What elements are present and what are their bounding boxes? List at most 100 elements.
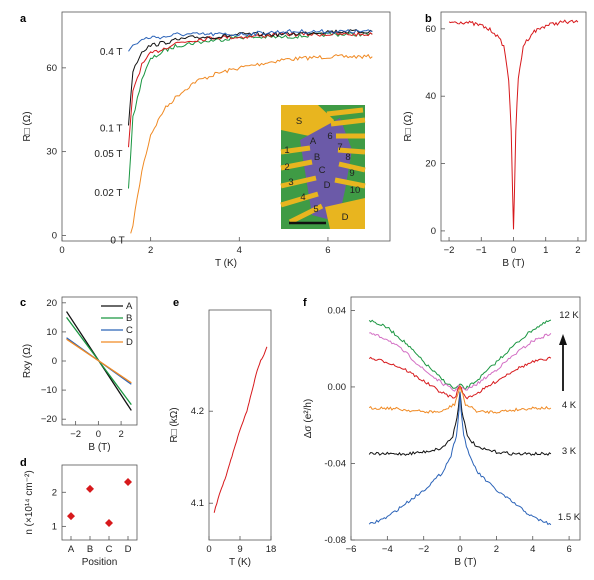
inset-label: D: [324, 180, 331, 191]
inset-label: D: [342, 212, 349, 223]
inset-label: C: [319, 165, 326, 176]
inset-electrode: [280, 191, 319, 208]
panel-c-legend-label: A: [126, 301, 133, 312]
inset-electrode: [326, 107, 364, 117]
inset-label: 6: [327, 131, 332, 142]
panel-e-xtick-label: 9: [237, 544, 242, 555]
panel-f-xtick-label: −4: [382, 544, 393, 555]
inset-electrode: [280, 145, 311, 155]
panel-b-letter: b: [425, 13, 432, 25]
panel-f-temp-label: 12 K: [559, 310, 579, 321]
panel-f-temp-label: 3 K: [562, 446, 577, 457]
panel-e-xlabel: T (K): [229, 557, 251, 568]
panel-b-xlabel: B (T): [502, 258, 524, 269]
panel-b-ytick-label: 40: [425, 91, 436, 102]
panel-e-series-rt: [213, 346, 268, 513]
panel-b-ylabel: R□ (Ω): [403, 111, 414, 141]
inset-label: 1: [284, 145, 289, 156]
panel-f-xtick-label: 6: [566, 544, 571, 555]
panel-a-xtick-label: 4: [237, 245, 242, 256]
inset-label: A: [310, 136, 317, 147]
panel-b-ytick-label: 0: [431, 226, 436, 237]
panel-f-xtick-label: 4: [530, 544, 535, 555]
panel-e-ytick-label: 4.2: [191, 406, 204, 417]
panel-f-ytick-label: 0.00: [328, 382, 347, 393]
inset-label: B: [314, 152, 320, 163]
panel-f-xtick-label: −6: [346, 544, 357, 555]
panel-c-legend-label: B: [126, 313, 132, 324]
panel-a-series-label: 0 T: [110, 235, 124, 246]
panel-f-xtick-label: 0: [457, 544, 462, 555]
inset-electrode: [280, 159, 313, 171]
inset-label: 7: [337, 142, 342, 153]
panel-b-xtick-label: −2: [444, 245, 455, 256]
panel-e-xtick-label: 18: [266, 544, 277, 555]
panel-d-marker: [67, 512, 75, 521]
panel-a-letter: a: [20, 13, 27, 25]
panel-f-temp-label: 1.5 K: [558, 512, 581, 523]
panel-c-legend-label: D: [126, 337, 133, 348]
panel-a-xtick-label: 0: [59, 245, 64, 256]
panel-f-series-5: [368, 392, 552, 526]
inset-electrode: [288, 203, 324, 225]
inset-label: 4: [300, 192, 305, 203]
inset-contact-d: [325, 198, 365, 229]
panel-d-xtick-label: B: [87, 544, 93, 555]
panel-b-series-mr: [448, 19, 579, 230]
panel-a-series-label: 0.1 T: [100, 124, 123, 135]
panel-d-xlabel: Position: [82, 557, 118, 568]
panel-d-letter: d: [20, 457, 27, 469]
panel-a-series-0_4T: [128, 28, 373, 52]
panel-f-arrow-head: [559, 334, 567, 345]
panel-a-xtick-label: 6: [325, 245, 330, 256]
panel-f-series-4: [368, 391, 552, 456]
panel-d-ylabel: n (×10¹⁴ cm⁻²): [24, 470, 35, 534]
panel-d-marker: [105, 518, 113, 527]
inset-label: 3: [288, 177, 293, 188]
panel-c-ytick-label: −20: [41, 414, 57, 425]
panel-a-ylabel: R□ (Ω): [22, 111, 33, 141]
panel-e-ylabel: R□ (kΩ): [169, 407, 180, 442]
panel-a-ytick-label: 60: [46, 63, 57, 74]
panel-b-ytick-label: 60: [425, 24, 436, 35]
inset-electrode: [330, 117, 366, 127]
panel-f-series-3: [368, 385, 552, 415]
inset-label: S: [296, 116, 302, 127]
panel-a-ytick-label: 30: [46, 147, 57, 158]
panel-b-xtick-label: 1: [543, 245, 548, 256]
panel-c-xlabel: B (T): [88, 442, 110, 453]
panel-a-series-0_1T: [128, 29, 373, 126]
panel-e-frame: [208, 309, 272, 541]
panel-f-frame: [350, 296, 581, 541]
inset-label: 5: [313, 204, 318, 215]
panel-f-series-0: [368, 319, 552, 391]
panel-c-xtick-label: 2: [118, 429, 123, 440]
panel-c-letter: c: [20, 297, 26, 309]
panel-f-xtick-label: 2: [494, 544, 499, 555]
panel-d-ytick-label: 1: [52, 521, 57, 532]
panel-d-frame: [61, 464, 138, 541]
panel-c-series-D: [66, 338, 132, 384]
panel-d-marker: [86, 484, 94, 493]
panel-c-xtick-label: −2: [70, 429, 81, 440]
inset-label: 10: [350, 185, 361, 196]
panel-f-temp-label: 4 K: [562, 400, 577, 411]
panel-c-ytick-label: −10: [41, 385, 57, 396]
panel-a-series-0T: [130, 53, 373, 234]
panel-b-xtick-label: −1: [476, 245, 487, 256]
panel-c-ytick-label: 0: [52, 356, 57, 367]
panel-a-ytick-label: 0: [52, 230, 57, 241]
panel-e-ytick-label: 4.1: [191, 498, 204, 509]
inset-label: 9: [349, 168, 354, 179]
panel-c-legend-label: C: [126, 325, 133, 336]
panel-d-marker: [124, 478, 132, 487]
panel-b-frame: [440, 11, 587, 242]
panel-d-xtick-label: A: [68, 544, 75, 555]
panel-b-xtick-label: 2: [575, 245, 580, 256]
panel-b-ytick-label: 20: [425, 159, 436, 170]
panel-e-letter: e: [173, 297, 179, 309]
panel-a-series-label: 0.4 T: [100, 47, 123, 58]
panel-d-ytick-label: 2: [52, 487, 57, 498]
panel-f-xtick-label: −2: [418, 544, 429, 555]
